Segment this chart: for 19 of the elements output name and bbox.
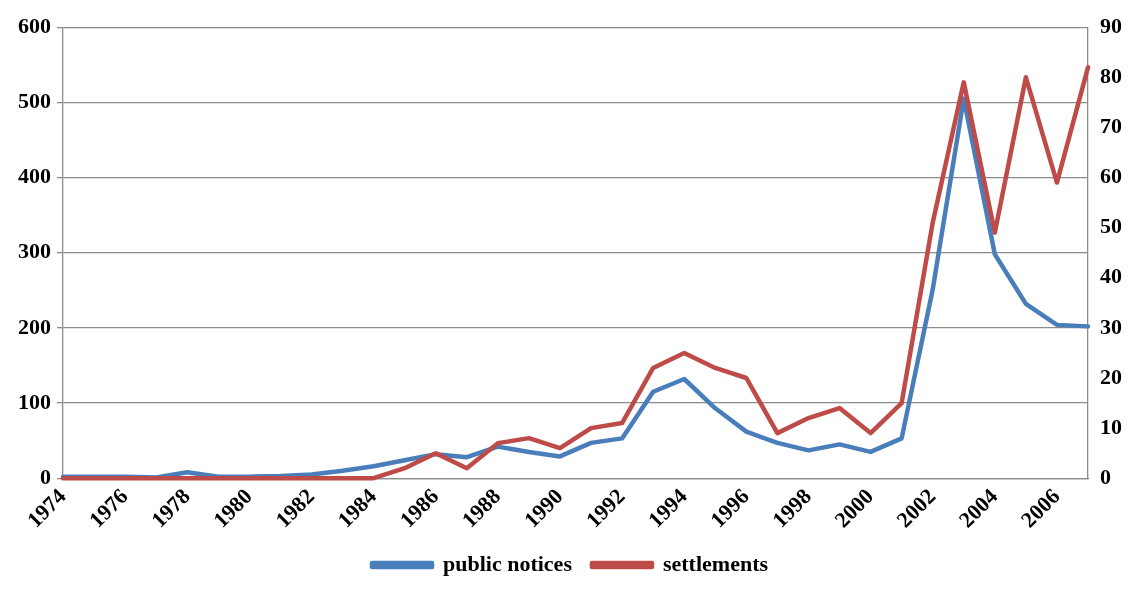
y2-tick-label: 70: [1100, 113, 1122, 139]
y-tick-label: 200: [18, 313, 51, 339]
y-tick-label: 600: [18, 12, 51, 38]
y2-tick-label: 60: [1100, 163, 1122, 189]
y-tick-label: 100: [18, 388, 51, 414]
y-tick-label: 400: [18, 163, 51, 189]
y-tick-label: 300: [18, 238, 51, 264]
y2-tick-label: 10: [1100, 413, 1122, 439]
y2-tick-label: 80: [1100, 63, 1122, 88]
y2-tick-label: 0: [1100, 463, 1111, 489]
y2-tick-label: 50: [1100, 213, 1122, 239]
y2-tick-label: 30: [1100, 313, 1122, 339]
y-tick-label: 500: [18, 88, 51, 114]
legend-label: settlements: [662, 550, 769, 576]
y2-tick-label: 20: [1100, 363, 1122, 389]
y2-tick-label: 40: [1100, 263, 1122, 289]
y-tick-label: 0: [40, 463, 51, 489]
legend-label: public notices: [442, 550, 573, 576]
y2-tick-label: 90: [1100, 12, 1122, 38]
